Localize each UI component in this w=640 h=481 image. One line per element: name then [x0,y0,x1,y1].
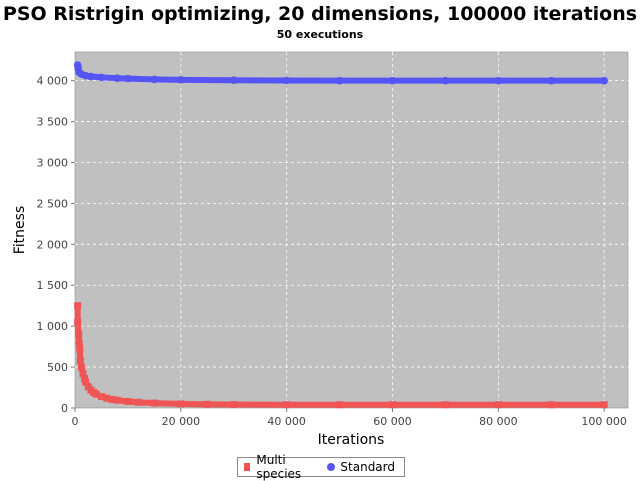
data-point [229,76,238,85]
data-point [150,75,159,84]
data-point [113,396,121,404]
series-standard [73,61,608,85]
y-axis-label: Fitness [12,206,28,255]
legend: Multi species Standard [237,453,405,481]
data-point [124,397,132,405]
data-point [92,390,100,398]
y-tick-label: 2 500 [37,197,69,210]
chart-title: PSO Ristrigin optimizing, 20 dimensions,… [2,3,638,25]
legend-item-standard: Standard [327,460,395,474]
y-tick-label: 4 000 [37,75,69,88]
x-tick-label: 60 000 [373,415,412,428]
data-point [74,318,82,326]
data-point [75,339,83,347]
plot-area [74,51,629,409]
chart-subtitle: 50 executions [276,28,364,41]
data-point [82,378,90,386]
data-point [494,76,503,85]
data-point [177,76,185,84]
data-point [389,401,397,409]
legend-circle-marker [327,463,336,471]
y-tick-label: 3 500 [37,116,69,129]
data-point [283,401,291,409]
legend-label: Multi species [256,453,302,481]
series-multi-species [74,302,608,409]
data-point [441,401,449,409]
data-point [177,400,185,408]
data-point [124,74,132,83]
y-tick-label: 1 500 [37,279,69,292]
legend-item-multi-species: Multi species [244,453,318,481]
data-point [113,74,122,82]
legend-square-marker [244,463,251,471]
data-point [441,76,450,85]
series-layer [73,61,608,409]
data-point [79,370,87,378]
data-point [108,395,116,403]
data-point [150,399,158,407]
data-point [135,398,143,406]
y-tick-label: 1 000 [37,320,69,333]
x-tick-label: 40 000 [267,415,306,428]
data-point [230,401,238,409]
data-point [335,76,344,85]
data-point [547,401,555,409]
data-point [547,76,556,85]
data-point [97,393,105,401]
data-point [494,401,502,409]
legend-label: Standard [340,460,395,474]
data-point [600,76,608,85]
x-tick-label: 80 000 [479,415,518,428]
data-point [77,363,85,371]
x-tick-label: 20 000 [162,415,201,428]
y-tick-label: 2 000 [37,238,69,251]
data-point [87,72,95,81]
y-tick-label: 3 000 [37,156,69,169]
x-tick-label: 0 [72,415,79,428]
data-point [76,345,84,353]
data-point [75,330,83,338]
x-tick-label: 100 000 [581,415,627,428]
data-point [203,400,211,408]
y-tick-label: 0 [61,402,68,415]
data-point [282,76,291,85]
data-point [600,401,608,409]
data-point [388,76,397,85]
data-point [97,73,106,82]
x-axis-label: Iterations [318,432,385,448]
data-point [74,302,82,310]
data-point [336,401,344,409]
y-tick-label: 500 [47,361,68,374]
data-point [76,357,84,365]
axes: 0 500 1 000 1 500 2 000 2 500 3 000 3 500 4 000 0… [37,75,627,428]
data-point [103,394,111,402]
